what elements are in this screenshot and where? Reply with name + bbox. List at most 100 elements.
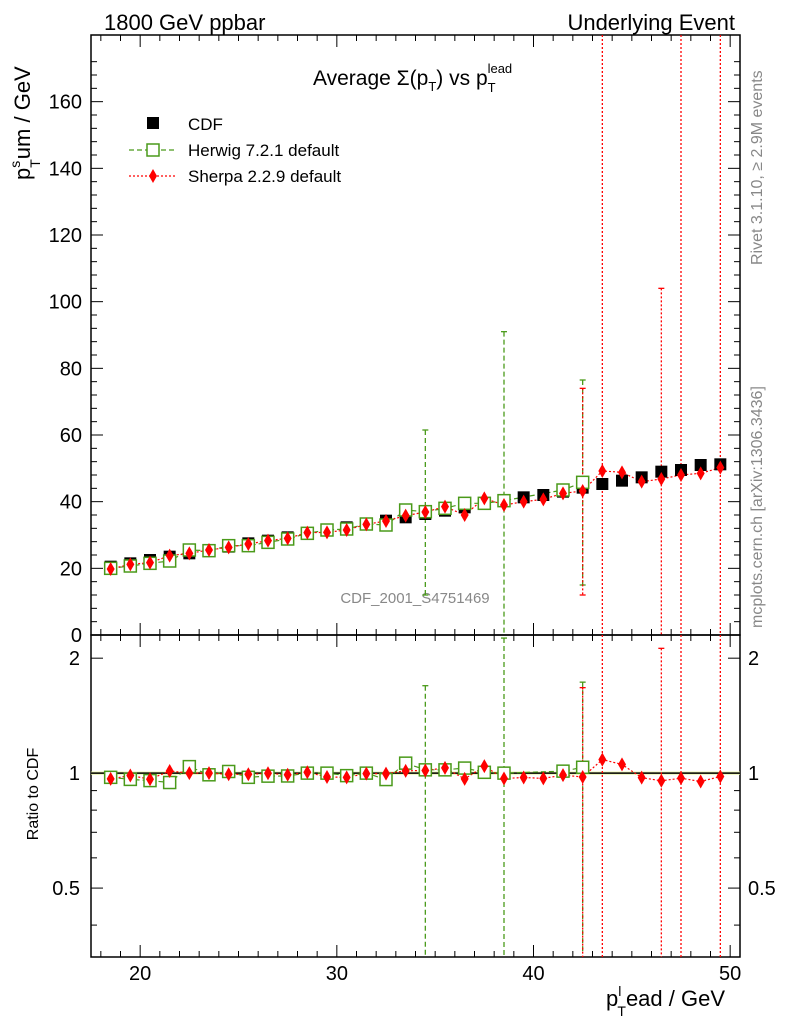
ratio-y-tick-label-right: 0.5 (748, 878, 776, 900)
sherpa-point (559, 486, 567, 501)
sherpa-ratio-point (264, 766, 272, 781)
sherpa-line (110, 467, 721, 570)
ratio-y-tick-label-right: 2 (748, 648, 759, 670)
x-tick-label: 30 (326, 963, 348, 985)
ylabel-rest: um / GeV (10, 66, 35, 159)
sherpa-point (146, 555, 154, 570)
xlabel-sub: T (617, 1003, 626, 1019)
title-sub2: T (488, 80, 496, 95)
herwig-ratio-point (162, 775, 177, 790)
sherpa-ratio-point (460, 771, 469, 786)
sherpa-ratio-point (382, 766, 390, 781)
title-mid: ) vs p (436, 67, 487, 90)
sherpa-point (539, 492, 548, 507)
title-sup2: lead (488, 61, 513, 76)
legend-herwig-marker (146, 143, 160, 157)
legend-cdf-label: CDF (188, 115, 223, 134)
sherpa-point (224, 540, 233, 555)
sherpa-ratio-point (401, 763, 410, 778)
title-sub1: T (428, 79, 436, 94)
sherpa-point (205, 543, 213, 557)
sherpa-point (185, 546, 194, 561)
legend-cdf-marker (147, 117, 159, 129)
sherpa-point (480, 491, 489, 506)
sherpa-point (126, 557, 135, 572)
rivet-label: Rivet 3.1.10, ≥ 2.9M events (749, 70, 766, 265)
sherpa-ratio-point (637, 770, 646, 785)
x-axis-label: pl Tead / GeV (606, 983, 725, 1019)
xlabel-p: p (606, 986, 618, 1011)
cdf-point (694, 459, 707, 471)
sherpa-ratio-point (539, 771, 548, 786)
y-tick-label: 80 (60, 358, 82, 380)
sherpa-point (323, 525, 331, 540)
cdf-point (655, 465, 668, 478)
legend-sherpa-marker (149, 169, 157, 183)
sherpa-ratio-point (500, 771, 508, 786)
y-axis-label: ps Tum / GeV (7, 66, 43, 180)
ratio-y-label: Ratio to CDF (25, 748, 42, 841)
sherpa-point (244, 537, 253, 551)
y-tick-label: 20 (60, 558, 82, 580)
mcplots-label: mcplots.cern.ch [arXiv:1306.3436] (749, 386, 766, 628)
sherpa-ratio-point (165, 763, 174, 778)
xlabel-rest: ead / GeV (626, 986, 725, 1011)
y-tick-label: 0 (71, 625, 82, 647)
sherpa-point (441, 499, 449, 514)
y-tick-label: 40 (60, 492, 82, 514)
legend-herwig-label: Herwig 7.2.1 default (188, 141, 339, 160)
sherpa-point (264, 533, 272, 548)
watermark: CDF_2001_S4751469 (340, 590, 489, 607)
sherpa-point (283, 531, 292, 546)
sherpa-ratio-point (342, 770, 351, 785)
sherpa-ratio-point (283, 767, 292, 782)
y-tick-label: 140 (49, 158, 82, 180)
sherpa-point (106, 562, 115, 576)
sherpa-ratio-point (224, 767, 233, 782)
sherpa-ratio-point (106, 771, 115, 786)
sherpa-ratio-point (519, 770, 528, 785)
x-tick-label: 50 (719, 963, 741, 985)
sherpa-point (677, 468, 685, 482)
sherpa-point (382, 514, 390, 528)
sherpa-ratio-point (618, 757, 626, 772)
main-plot: 20 30 40 50 0 20 40 60 80 100 120 140 160 (49, 34, 741, 985)
ylabel-p: p (10, 168, 35, 180)
ylabel-sup: s (7, 161, 23, 168)
y-tick-label: 100 (49, 292, 82, 314)
ratio-frame (90, 634, 741, 958)
sherpa-ratio-point (441, 760, 449, 775)
header-left: 1800 GeV ppbar (104, 10, 265, 35)
ratio-y-tick-label: 0.5 (52, 878, 80, 900)
ylabel-sub: T (27, 159, 43, 168)
ratio-y-tick-label: 1 (69, 763, 80, 785)
y-tick-label: 160 (49, 92, 82, 114)
sherpa-ratio-point (362, 766, 371, 781)
sherpa-ratio-point (126, 768, 135, 783)
sherpa-point (165, 548, 174, 563)
sherpa-ratio-point (244, 767, 253, 782)
sherpa-ratio-point (559, 768, 567, 783)
xlabel-sup: l (618, 983, 621, 999)
sherpa-point (421, 505, 430, 519)
sherpa-ratio-point (480, 759, 489, 774)
x-tick-label: 40 (522, 963, 544, 985)
sherpa-point (618, 465, 626, 480)
sherpa-ratio-point (578, 769, 587, 784)
sherpa-ratio-point (598, 752, 607, 767)
sherpa-point (716, 460, 725, 475)
header-right: Underlying Event (567, 10, 735, 35)
cdf-point (596, 478, 609, 490)
sherpa-ratio-line (110, 758, 721, 783)
ratio-y-tick-label-right: 1 (748, 763, 759, 785)
sherpa-point (342, 523, 351, 537)
title-main: Average Σ(p (313, 67, 428, 90)
sherpa-point (401, 508, 410, 523)
sherpa-ratio-point (323, 769, 331, 784)
sherpa-ratio-point (303, 765, 312, 780)
sherpa-point (657, 472, 666, 486)
y-tick-label: 120 (49, 225, 82, 247)
sherpa-ratio-point (185, 766, 194, 781)
sherpa-point (696, 466, 705, 481)
